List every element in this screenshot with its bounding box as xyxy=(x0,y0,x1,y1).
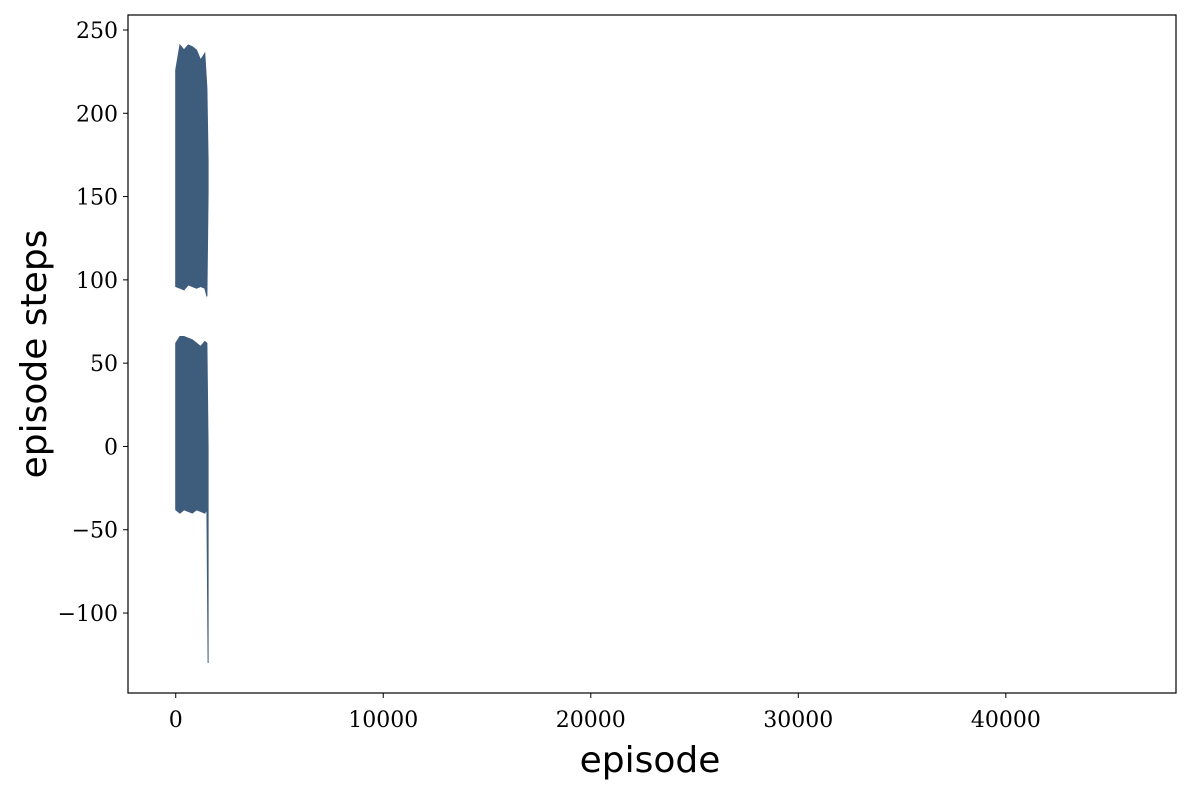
x-axis-label: episode xyxy=(580,740,721,781)
x-tick-label: 0 xyxy=(169,708,183,733)
y-tick-label: −100 xyxy=(58,602,118,627)
series-0-lower-band xyxy=(175,336,209,664)
series-0-upper-band xyxy=(175,43,209,297)
y-tick-label: 250 xyxy=(76,19,118,44)
y-tick-label: 50 xyxy=(90,352,118,377)
y-tick-label: 0 xyxy=(104,435,118,460)
y-axis-ticks: −100 −50 0 50 100 150 200 250 xyxy=(58,19,128,627)
plot-area xyxy=(175,43,209,664)
x-axis-ticks: 0 10000 20000 30000 40000 xyxy=(169,693,1041,733)
y-tick-label: −50 xyxy=(72,519,118,544)
y-tick-label: 100 xyxy=(76,269,118,294)
y-tick-label: 150 xyxy=(76,186,118,211)
y-tick-label: 200 xyxy=(76,102,118,127)
x-tick-label: 40000 xyxy=(971,708,1041,733)
x-tick-label: 30000 xyxy=(763,708,833,733)
plot-frame xyxy=(127,14,1177,694)
x-tick-label: 20000 xyxy=(556,708,626,733)
x-tick-label: 10000 xyxy=(348,708,418,733)
y-axis-label: episode steps xyxy=(14,230,55,479)
